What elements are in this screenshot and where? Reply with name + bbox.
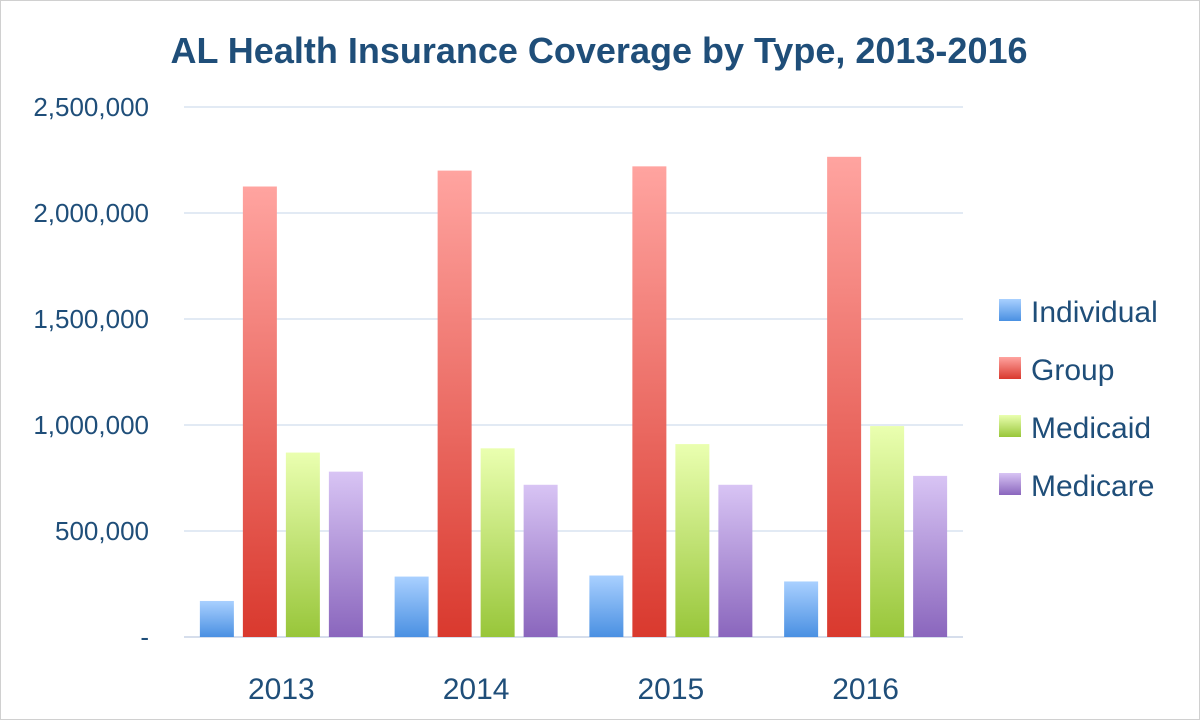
x-category-label: 2013 [248, 673, 315, 706]
bar-group-2014 [437, 170, 472, 637]
bar-medicaid-2014 [480, 448, 515, 637]
legend-label-medicaid: Medicaid [1031, 412, 1151, 445]
y-tick-label: 1,000,000 [33, 410, 149, 440]
legend-label-group: Group [1031, 354, 1114, 387]
y-tick-label: 500,000 [55, 516, 149, 546]
bar-medicaid-2015 [675, 444, 710, 637]
legend-swatch-medicaid [999, 415, 1021, 437]
y-tick-label: 1,500,000 [33, 304, 149, 334]
bar-medicare-2013 [328, 471, 363, 637]
bar-individual-2014 [394, 576, 429, 637]
bar-medicare-2014 [523, 484, 558, 637]
y-axis-tick-labels: - 500,000 1,000,000 1,500,000 2,000,000 2,500… [33, 92, 149, 652]
chart-title: AL Health Insurance Coverage by Type, 20… [170, 30, 1027, 71]
x-category-label: 2015 [638, 673, 705, 706]
bar-medicare-2015 [718, 484, 753, 637]
bar-individual-2015 [589, 575, 624, 637]
x-axis-category-labels: 2013 2014 2015 2016 [248, 673, 899, 706]
bar-medicaid-2013 [285, 452, 320, 637]
bar-medicare-2016 [913, 475, 948, 637]
legend: Individual Group Medicaid Medicare [999, 296, 1158, 503]
x-category-label: 2016 [832, 673, 899, 706]
x-category-label: 2014 [443, 673, 510, 706]
bar-medicaid-2016 [870, 426, 905, 637]
bar-group-2013 [242, 186, 277, 637]
legend-swatch-individual [999, 299, 1021, 321]
bar-individual-2013 [199, 600, 234, 637]
y-tick-label: 2,000,000 [33, 198, 149, 228]
bar-individual-2016 [784, 581, 819, 637]
bar-group-2016 [827, 156, 862, 637]
y-tick-label: 2,500,000 [33, 92, 149, 122]
legend-label-individual: Individual [1031, 296, 1158, 329]
legend-swatch-group [999, 357, 1021, 379]
legend-swatch-medicare [999, 473, 1021, 495]
bars [199, 156, 948, 638]
y-tick-label: - [140, 622, 149, 652]
legend-label-medicare: Medicare [1031, 470, 1154, 503]
bar-group-2015 [632, 166, 667, 638]
